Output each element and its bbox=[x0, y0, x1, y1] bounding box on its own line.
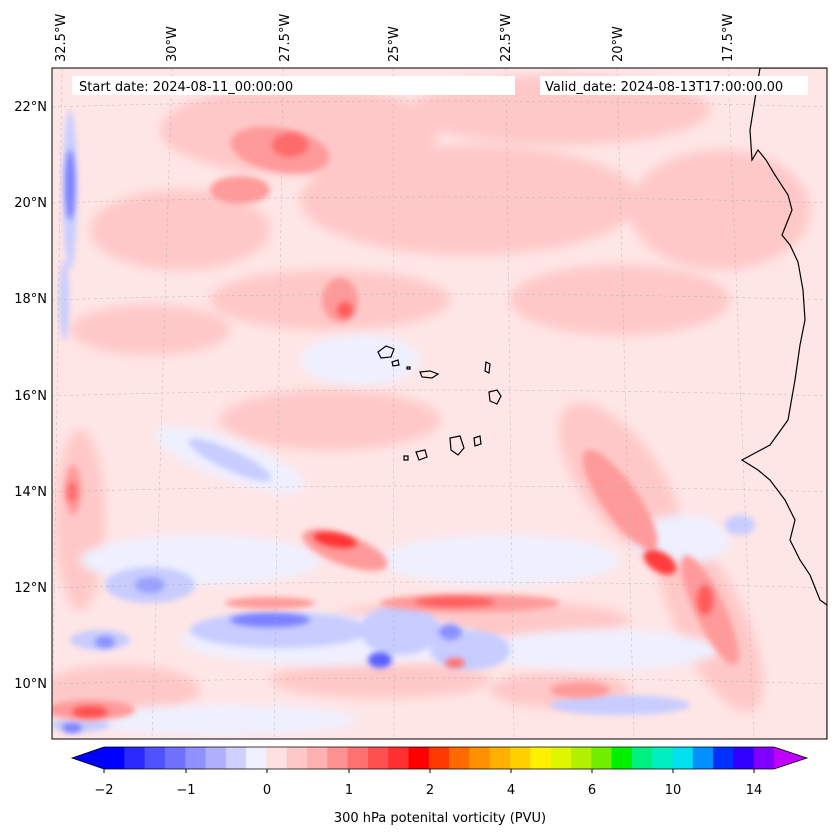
colorbar-swatch bbox=[489, 747, 511, 769]
latitude-label: 16°N bbox=[14, 389, 47, 404]
colorbar-swatch bbox=[408, 747, 430, 769]
colorbar-title: 300 hPa potenital vorticity (PVU) bbox=[334, 811, 546, 826]
longitude-label: 32.5°W bbox=[54, 14, 69, 62]
latitude-label: 20°N bbox=[14, 196, 47, 211]
start-date-banner bbox=[72, 76, 515, 95]
colorbar-swatch bbox=[510, 747, 531, 769]
colorbar-tick-label: 14 bbox=[746, 783, 763, 798]
cape-verde-islands bbox=[377, 345, 502, 461]
longitude-label: 20°W bbox=[611, 26, 626, 62]
colorbar-swatch bbox=[449, 747, 470, 769]
colorbar-swatch bbox=[286, 747, 308, 769]
colorbar-swatch bbox=[713, 747, 734, 769]
colorbar-swatch bbox=[388, 747, 410, 769]
valid-date-banner bbox=[540, 76, 808, 95]
colorbar-swatch bbox=[733, 747, 755, 769]
colorbar-swatch bbox=[327, 747, 349, 769]
colorbar-swatch bbox=[611, 747, 633, 769]
longitude-label: 25°W bbox=[387, 26, 402, 62]
latitude-label: 10°N bbox=[14, 677, 47, 692]
colorbar-swatch bbox=[246, 747, 267, 769]
colorbar-tick-label: 1 bbox=[345, 783, 353, 798]
colorbar-swatch bbox=[164, 747, 186, 769]
colorbar-tick-label: 4 bbox=[507, 783, 515, 798]
colorbar-tick-label: 2 bbox=[426, 783, 434, 798]
colorbar-tick-label: 10 bbox=[665, 783, 682, 798]
graticule bbox=[52, 68, 827, 739]
colorbar-swatch bbox=[104, 747, 125, 769]
colorbar-swatch bbox=[469, 747, 491, 769]
longitude-label: 17.5°W bbox=[721, 14, 736, 62]
colorbar-swatch bbox=[205, 747, 227, 769]
latitude-label: 14°N bbox=[14, 485, 47, 500]
map-frame bbox=[51, 67, 828, 740]
latitude-labels: 22°N 20°N 18°N 16°N 14°N 12°N 10°N bbox=[14, 100, 47, 692]
colorbar-swatch bbox=[591, 747, 613, 769]
colorbar-swatch bbox=[124, 747, 146, 769]
colorbar-tick-label: −2 bbox=[94, 783, 113, 798]
pv-field bbox=[52, 68, 827, 739]
colorbar-swatch bbox=[367, 747, 389, 769]
colorbar-tick-label: 6 bbox=[588, 783, 596, 798]
longitude-label: 27.5°W bbox=[278, 14, 293, 62]
colorbar-tick-label: −1 bbox=[176, 783, 195, 798]
colorbar-swatch bbox=[631, 747, 653, 769]
colorbar-swatch bbox=[692, 747, 714, 769]
colorbar-swatch bbox=[672, 747, 694, 769]
latitude-label: 22°N bbox=[14, 100, 47, 115]
colorbar-swatch bbox=[753, 747, 775, 769]
colorbar-swatch bbox=[225, 747, 247, 769]
colorbar-extend-high bbox=[774, 747, 807, 769]
latitude-label: 12°N bbox=[14, 581, 47, 596]
colorbar-swatch bbox=[185, 747, 207, 769]
africa-coastline bbox=[740, 68, 827, 739]
colorbar-swatch bbox=[652, 747, 673, 769]
longitude-label: 30°W bbox=[165, 26, 180, 62]
colorbar-tick-label: 0 bbox=[263, 783, 271, 798]
colorbar-extend-low bbox=[72, 747, 104, 769]
colorbar-swatch bbox=[266, 747, 288, 769]
colorbar-swatch bbox=[530, 747, 552, 769]
colorbar-swatch bbox=[144, 747, 166, 769]
latitude-label: 18°N bbox=[14, 292, 47, 307]
colorbar-swatch bbox=[550, 747, 572, 769]
colorbar-swatch bbox=[570, 747, 592, 769]
colorbar-swatch bbox=[428, 747, 450, 769]
longitude-label: 22.5°W bbox=[499, 14, 514, 62]
colorbar-swatch bbox=[347, 747, 369, 769]
start-date-label: Start date: 2024-08-11_00:00:00 bbox=[79, 80, 293, 95]
colorbar: −2 −1 0 1 2 4 6 10 14 bbox=[70, 746, 809, 798]
strong-red-areas bbox=[67, 133, 713, 718]
colorbar-swatch bbox=[307, 747, 328, 769]
valid-date-label: Valid_date: 2024-08-13T17:00:00.00 bbox=[545, 80, 783, 95]
longitude-labels: 32.5°W 30°W 27.5°W 25°W 22.5°W 20°W 17.5°W bbox=[54, 14, 736, 62]
